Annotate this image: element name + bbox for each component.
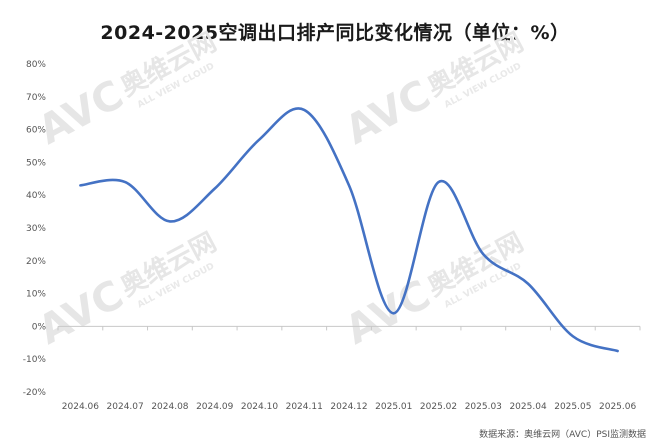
x-tick-label: 2024.10 <box>241 402 278 412</box>
y-tick-label: -10% <box>23 355 47 365</box>
x-tick-label: 2024.09 <box>196 402 233 412</box>
watermark-brand: AVC <box>338 272 438 354</box>
chart-title: 2024-2025空调出口排产同比变化情况（单位：%） <box>100 22 570 44</box>
y-tick-label: 40% <box>26 191 46 201</box>
watermark-brand: AVC <box>338 72 438 154</box>
x-tick-label: 2025.05 <box>554 402 591 412</box>
data-source-note: 数据来源：奥维云网（AVC）PSI监测数据 <box>479 430 646 440</box>
x-tick-label: 2025.04 <box>509 402 546 412</box>
y-tick-label: -20% <box>23 388 47 398</box>
y-tick-label: 70% <box>26 93 46 103</box>
x-tick-label: 2024.11 <box>286 402 323 412</box>
x-tick-label: 2024.08 <box>151 402 188 412</box>
y-tick-label: 10% <box>26 290 46 300</box>
x-tick-label: 2025.03 <box>465 402 502 412</box>
y-tick-label: 50% <box>26 158 46 168</box>
series-layer <box>79 107 619 353</box>
y-tick-label: 0% <box>32 322 47 332</box>
y-tick-label: 30% <box>26 224 46 234</box>
axes: 80% 70% 60% 50% 40% 30% 20% 10% 0% -10% -20% 2024.0… <box>23 60 641 412</box>
x-tick-label: 2024.07 <box>107 402 144 412</box>
series-line <box>79 107 619 353</box>
watermark-brand: AVC <box>31 72 131 154</box>
x-tick-label: 2025.01 <box>375 402 412 412</box>
x-tick-label: 2025.02 <box>420 402 457 412</box>
watermark-brand: AVC <box>31 272 131 354</box>
y-tick-label: 60% <box>26 126 46 136</box>
y-tick-label: 80% <box>26 60 46 70</box>
x-tick-label: 2024.12 <box>330 402 367 412</box>
x-tick-label: 2024.06 <box>62 402 99 412</box>
y-tick-label: 20% <box>26 257 46 267</box>
x-tick-label: 2025.06 <box>599 402 636 412</box>
